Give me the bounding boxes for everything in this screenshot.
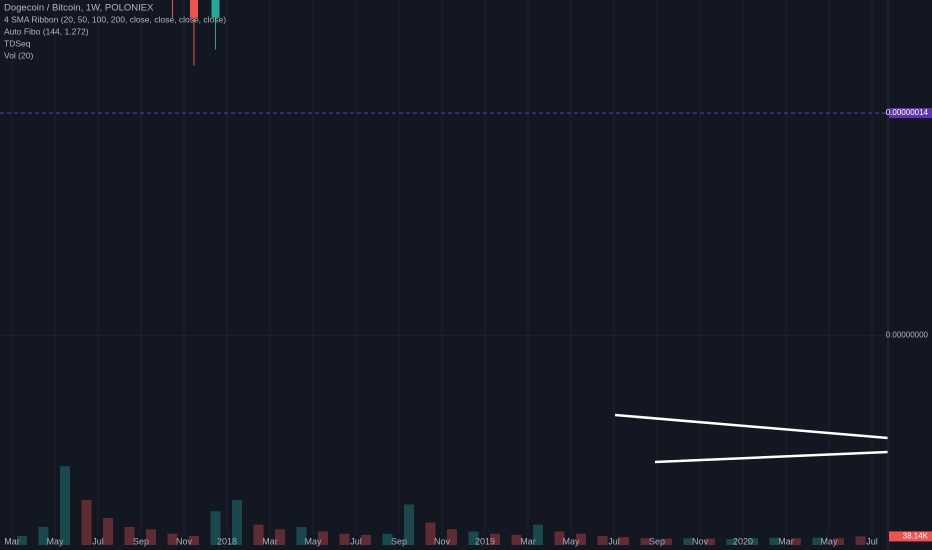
trendline [614,413,889,440]
volume-bar [748,538,758,545]
x-tick-label: May [304,536,322,546]
volume-marker-label: 38.14K [903,532,929,541]
volume-bar [146,529,156,545]
volume-bar [468,531,479,545]
volume-bar [382,533,393,545]
x-tick-label: Sep [391,536,407,546]
volume-bar [834,538,844,545]
x-tick-label: 2018 [217,536,237,546]
x-tick-label: Mar [262,536,278,546]
y-tick-label: 0.00000000 [886,330,929,339]
x-tick-label: Nov [692,536,709,546]
x-tick-label: Mar [778,536,794,546]
indicator-label: Vol (20) [4,50,33,60]
volume-bar [339,533,350,545]
volume-bar [619,537,629,545]
volume-bar [705,538,715,545]
x-tick-label: Jul [92,536,104,546]
candle-body [211,0,220,18]
price-marker [889,108,932,119]
x-tick-label: Nov [176,536,193,546]
indicator-label: Auto Fibo (144, 1.272) [4,26,89,36]
x-tick-label: May [820,536,838,546]
volume-bar [103,518,113,545]
volume-bar [812,537,823,545]
volume-bar [404,504,414,545]
volume-bar [81,500,92,545]
volume-bar [60,466,70,545]
volume-bar [447,529,457,545]
x-tick-label: Sep [649,536,665,546]
volume-bar [361,534,371,545]
volume-bar [726,538,737,545]
volume-bar [232,500,242,545]
x-tick-label: Mar [520,536,536,546]
x-tick-label: 2019 [475,536,495,546]
volume-bar [167,533,178,545]
volume-bar [425,522,436,545]
trendline [654,450,889,464]
volume-bar [554,531,565,545]
x-tick-label: May [46,536,64,546]
volume-bar [533,524,543,545]
x-tick-label: Sep [133,536,149,546]
volume-bar [640,538,651,545]
grid [0,0,888,535]
volume-bar [490,533,500,545]
volume-marker [889,531,932,542]
x-tick-label: May [562,536,580,546]
volume-bar [511,534,522,545]
volume-bar [318,531,328,545]
volume-bar [296,527,307,545]
volume-bar [124,527,135,545]
volume-bar [855,536,866,545]
volume-bar [210,511,221,545]
volume-bar [576,533,586,545]
price-markers: 0.000001580.000001140.000000900.00000076… [886,108,932,542]
volume-bar [791,538,801,545]
volume-bar [275,529,285,545]
indicator-label: 4 SMA Ribbon (20, 50, 100, 200, close, c… [4,14,226,24]
x-tick-label: Jul [350,536,362,546]
volume-bar [253,524,264,545]
x-tick-label: Jul [866,536,878,546]
x-tick-label: 2020 [733,536,753,546]
volume-bar [769,537,780,545]
volume-bar [597,536,608,545]
volume-bar [662,538,672,545]
x-tick-label: Jul [608,536,620,546]
volume-bar [683,538,694,545]
volume-bar [189,536,199,545]
chart-title: Dogecoin / Bitcoin, 1W, POLONIEX [4,3,154,14]
x-tick-label: Nov [434,536,451,546]
candle-body [190,0,198,18]
volume-bar [17,536,27,545]
volume-bar [38,527,49,545]
x-tick-label: Mar [4,536,20,546]
indicator-label: TDSeq [4,38,31,48]
price-marker-label: 0.00000014 [886,108,929,117]
